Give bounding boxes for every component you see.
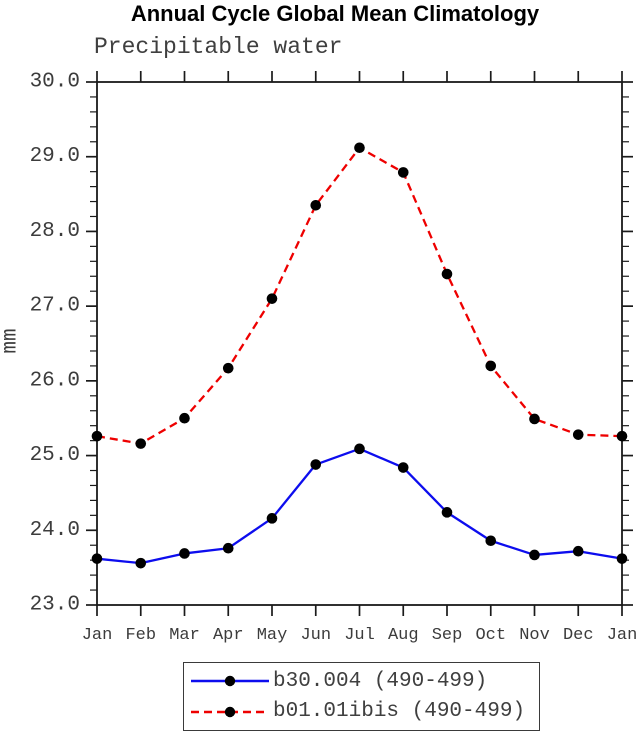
series-0-marker bbox=[441, 507, 453, 518]
legend-label: b01.01ibis (490-499) bbox=[273, 700, 526, 724]
legend-item-0: b30.004 (490-499) bbox=[190, 669, 539, 693]
legend-line-sample bbox=[191, 676, 269, 687]
series-line-1 bbox=[96, 146, 623, 445]
series-1-marker bbox=[485, 360, 497, 372]
legend-label: b30.004 (490-499) bbox=[273, 669, 488, 693]
y-tick-label: 30.0 bbox=[30, 71, 80, 94]
series-1-marker bbox=[441, 268, 453, 280]
legend-item-1: b01.01ibis (490-499) bbox=[190, 700, 539, 724]
series-1-marker bbox=[266, 293, 278, 304]
series-1-marker bbox=[354, 142, 365, 154]
series-1-marker bbox=[616, 430, 628, 442]
series-0-marker bbox=[222, 542, 234, 554]
series-1-marker bbox=[572, 429, 584, 440]
x-tick-label: Jan bbox=[82, 626, 113, 645]
series-0-marker bbox=[310, 459, 322, 470]
series-0-marker bbox=[91, 553, 103, 564]
series-1-marker bbox=[529, 413, 540, 425]
series-0-marker bbox=[485, 535, 497, 547]
series-0-marker bbox=[354, 443, 365, 455]
series-0-marker bbox=[266, 513, 278, 524]
y-tick-label: 26.0 bbox=[30, 369, 80, 392]
x-tick-label: Jan bbox=[607, 626, 638, 645]
y-tick-label: 24.0 bbox=[30, 519, 80, 542]
y-tick-label: 27.0 bbox=[30, 295, 80, 318]
y-tick-label: 29.0 bbox=[30, 145, 80, 168]
x-tick-label: Dec bbox=[563, 626, 594, 645]
series-1-marker bbox=[310, 199, 322, 211]
chart-title: Annual Cycle Global Mean Climatology bbox=[130, 1, 540, 26]
x-tick-label: Oct bbox=[475, 626, 506, 645]
series-1-marker bbox=[222, 362, 234, 374]
series-0-marker bbox=[616, 553, 628, 564]
series-1-marker bbox=[179, 412, 190, 424]
x-tick-label: Jul bbox=[344, 626, 375, 645]
x-tick-label: Feb bbox=[125, 626, 156, 645]
x-tick-label: Nov bbox=[519, 626, 550, 645]
series-1-marker bbox=[397, 167, 409, 178]
legend-marker bbox=[224, 676, 236, 687]
legend: b30.004 (490-499) b01.01ibis (490-499) bbox=[183, 662, 540, 731]
y-tick-label: 23.0 bbox=[30, 594, 80, 617]
x-tick-label: Apr bbox=[213, 626, 244, 645]
legend-marker bbox=[224, 706, 236, 717]
x-tick-label: Sep bbox=[432, 626, 463, 645]
x-tick-label: May bbox=[257, 626, 288, 645]
series-0-marker bbox=[572, 545, 584, 557]
series-0-marker bbox=[397, 462, 409, 473]
y-tick-label: 28.0 bbox=[30, 220, 80, 243]
x-tick-label: Mar bbox=[169, 626, 200, 645]
y-axis-title: mm bbox=[0, 328, 23, 353]
x-tick-label: Jun bbox=[300, 626, 331, 645]
chart-subtitle: Precipitable water bbox=[94, 34, 343, 60]
series-1-marker bbox=[91, 430, 103, 442]
legend-line-sample bbox=[191, 706, 269, 717]
x-tick-label: Aug bbox=[388, 626, 419, 645]
plot-box bbox=[96, 81, 623, 606]
series-0-marker bbox=[529, 549, 540, 561]
series-line-0 bbox=[96, 447, 623, 565]
y-tick-label: 25.0 bbox=[30, 444, 80, 467]
series-0-marker bbox=[135, 557, 147, 569]
series-0-marker bbox=[179, 548, 190, 559]
series-1-marker bbox=[135, 438, 147, 449]
